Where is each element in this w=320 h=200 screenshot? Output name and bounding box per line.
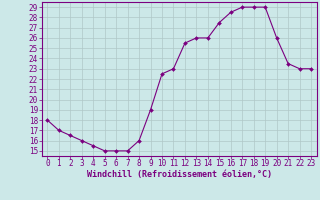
X-axis label: Windchill (Refroidissement éolien,°C): Windchill (Refroidissement éolien,°C) [87,170,272,179]
